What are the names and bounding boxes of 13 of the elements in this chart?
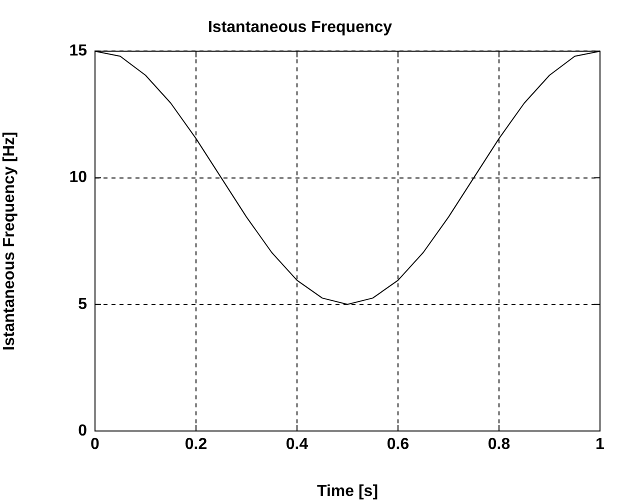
x-tick-label: 0.2 (184, 436, 208, 454)
y-tick-label: 0 (78, 422, 88, 440)
x-tick-label: 1 (596, 436, 605, 454)
x-tick-label: 0 (90, 436, 100, 454)
x-tick-label: 0.6 (386, 436, 410, 454)
y-tick-label: 15 (69, 42, 88, 60)
y-tick-label: 5 (78, 296, 88, 313)
y-tick-label: 10 (69, 169, 88, 186)
y-axis-title: Istantaneous Frequency [Hz] (1, 132, 18, 350)
x-tick-label: 0.4 (286, 436, 308, 454)
x-tick-label: 0.8 (488, 436, 510, 454)
chart-title: Istantaneous Frequency (208, 19, 392, 36)
x-axis-title: Time [s] (316, 482, 378, 500)
